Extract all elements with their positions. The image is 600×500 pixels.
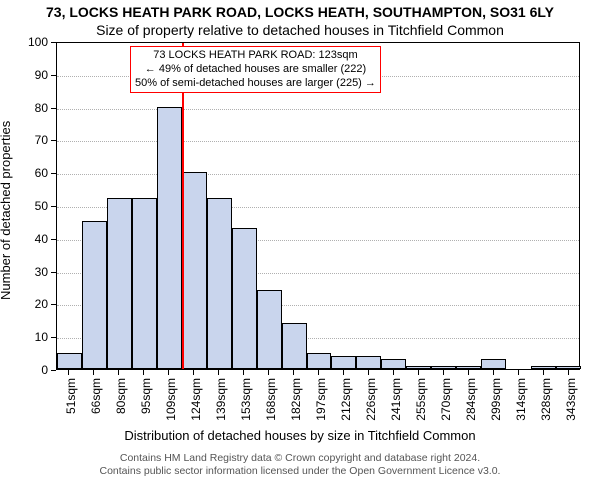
x-tick-mark: [268, 370, 269, 375]
x-tick-mark: [568, 370, 569, 375]
x-tick-label: 226sqm: [364, 378, 378, 421]
x-tick-label: 255sqm: [414, 378, 428, 421]
x-tick-label: 270sqm: [439, 378, 453, 421]
y-axis-label: Number of detached properties: [0, 121, 13, 300]
y-tick-label: 20: [22, 297, 48, 311]
histogram-bar: [481, 359, 506, 369]
x-tick-mark: [68, 370, 69, 375]
y-tick-label: 100: [22, 35, 48, 49]
y-tick-label: 70: [22, 133, 48, 147]
gridline: [57, 141, 579, 142]
y-tick-mark: [51, 304, 56, 305]
histogram-bar: [257, 290, 282, 369]
x-tick-mark: [443, 370, 444, 375]
annotation-line: 50% of semi-detached houses are larger (…: [135, 77, 376, 91]
y-tick-mark: [51, 173, 56, 174]
x-tick-mark: [218, 370, 219, 375]
x-axis-label: Distribution of detached houses by size …: [0, 428, 600, 443]
x-tick-label: 314sqm: [514, 378, 528, 421]
x-tick-mark: [168, 370, 169, 375]
x-tick-mark: [518, 370, 519, 375]
x-tick-mark: [293, 370, 294, 375]
x-tick-label: 284sqm: [464, 378, 478, 421]
x-tick-label: 153sqm: [239, 378, 253, 421]
chart-title-main: 73, LOCKS HEATH PARK ROAD, LOCKS HEATH, …: [0, 4, 600, 20]
x-tick-mark: [393, 370, 394, 375]
histogram-bar: [356, 356, 381, 369]
y-tick-mark: [51, 239, 56, 240]
y-tick-mark: [51, 140, 56, 141]
x-tick-label: 328sqm: [539, 378, 553, 421]
x-tick-mark: [243, 370, 244, 375]
chart-title-sub: Size of property relative to detached ho…: [0, 22, 600, 38]
x-tick-mark: [468, 370, 469, 375]
x-tick-mark: [118, 370, 119, 375]
y-tick-label: 30: [22, 265, 48, 279]
gridline: [57, 174, 579, 175]
histogram-bar: [456, 366, 481, 369]
y-tick-label: 80: [22, 101, 48, 115]
y-tick-mark: [51, 42, 56, 43]
histogram-bar: [431, 366, 456, 369]
histogram-bar: [57, 353, 82, 369]
annotation-box: 73 LOCKS HEATH PARK ROAD: 123sqm← 49% of…: [130, 46, 381, 93]
x-tick-label: 343sqm: [564, 378, 578, 421]
y-tick-label: 90: [22, 68, 48, 82]
y-tick-label: 0: [22, 363, 48, 377]
y-tick-mark: [51, 370, 56, 371]
annotation-line: 73 LOCKS HEATH PARK ROAD: 123sqm: [135, 49, 376, 63]
y-tick-label: 60: [22, 166, 48, 180]
y-tick-label: 10: [22, 330, 48, 344]
x-tick-label: 95sqm: [139, 378, 153, 414]
x-tick-mark: [418, 370, 419, 375]
x-tick-label: 299sqm: [489, 378, 503, 421]
x-tick-label: 80sqm: [114, 378, 128, 414]
x-tick-mark: [368, 370, 369, 375]
x-tick-mark: [93, 370, 94, 375]
x-tick-mark: [318, 370, 319, 375]
x-tick-label: 241sqm: [389, 378, 403, 421]
x-tick-label: 124sqm: [189, 378, 203, 421]
histogram-bar: [207, 198, 232, 369]
y-tick-mark: [51, 75, 56, 76]
histogram-bar: [182, 172, 207, 369]
histogram-bar: [331, 356, 356, 369]
histogram-bar: [406, 366, 431, 369]
x-tick-label: 182sqm: [289, 378, 303, 421]
y-tick-mark: [51, 206, 56, 207]
histogram-bar: [531, 366, 556, 369]
histogram-bar: [107, 198, 132, 369]
annotation-line: ← 49% of detached houses are smaller (22…: [135, 63, 376, 77]
footer-line: Contains public sector information licen…: [0, 465, 600, 478]
histogram-chart: 73, LOCKS HEATH PARK ROAD, LOCKS HEATH, …: [0, 0, 600, 500]
x-tick-label: 51sqm: [64, 378, 78, 414]
x-tick-label: 212sqm: [339, 378, 353, 421]
gridline: [57, 109, 579, 110]
histogram-bar: [132, 198, 157, 369]
histogram-bar: [556, 366, 581, 369]
y-tick-label: 40: [22, 232, 48, 246]
x-tick-label: 109sqm: [164, 378, 178, 421]
x-tick-mark: [143, 370, 144, 375]
chart-footer: Contains HM Land Registry data © Crown c…: [0, 452, 600, 477]
histogram-bar: [157, 107, 182, 369]
x-tick-label: 197sqm: [314, 378, 328, 421]
y-tick-label: 50: [22, 199, 48, 213]
y-tick-mark: [51, 108, 56, 109]
footer-line: Contains HM Land Registry data © Crown c…: [0, 452, 600, 465]
x-tick-label: 66sqm: [89, 378, 103, 414]
x-tick-mark: [193, 370, 194, 375]
y-tick-mark: [51, 272, 56, 273]
x-tick-mark: [493, 370, 494, 375]
histogram-bar: [282, 323, 307, 369]
x-tick-mark: [343, 370, 344, 375]
histogram-bar: [82, 221, 107, 369]
x-tick-label: 168sqm: [264, 378, 278, 421]
y-tick-mark: [51, 337, 56, 338]
histogram-bar: [307, 353, 332, 369]
histogram-bar: [232, 228, 257, 369]
x-tick-label: 139sqm: [214, 378, 228, 421]
histogram-bar: [381, 359, 406, 369]
x-tick-mark: [543, 370, 544, 375]
